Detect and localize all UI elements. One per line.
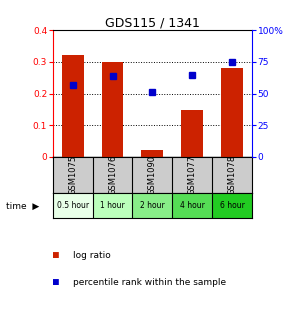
Text: ■: ■ (53, 250, 59, 260)
Text: 4 hour: 4 hour (180, 201, 205, 210)
Text: GSM1076: GSM1076 (108, 155, 117, 195)
Text: 0.5 hour: 0.5 hour (57, 201, 89, 210)
Bar (181, 110, 203, 157)
Bar (172, 193, 212, 218)
Bar (102, 62, 123, 157)
Bar (212, 193, 252, 218)
Text: time  ▶: time ▶ (6, 202, 39, 211)
Text: GSM1090: GSM1090 (148, 155, 157, 195)
Bar (221, 68, 243, 157)
Text: ■: ■ (53, 277, 59, 287)
Text: 1 hour: 1 hour (100, 201, 125, 210)
Bar (132, 193, 172, 218)
Text: GSM1075: GSM1075 (68, 155, 77, 195)
Text: 2 hour: 2 hour (140, 201, 165, 210)
Text: GSM1078: GSM1078 (228, 155, 236, 195)
Text: GSM1077: GSM1077 (188, 155, 197, 195)
Text: 6 hour: 6 hour (220, 201, 244, 210)
Text: percentile rank within the sample: percentile rank within the sample (73, 278, 226, 287)
Text: log ratio: log ratio (73, 251, 111, 260)
Bar (53, 193, 93, 218)
Title: GDS115 / 1341: GDS115 / 1341 (105, 16, 200, 29)
Bar (62, 55, 84, 157)
Bar (93, 193, 132, 218)
Bar (142, 150, 163, 157)
